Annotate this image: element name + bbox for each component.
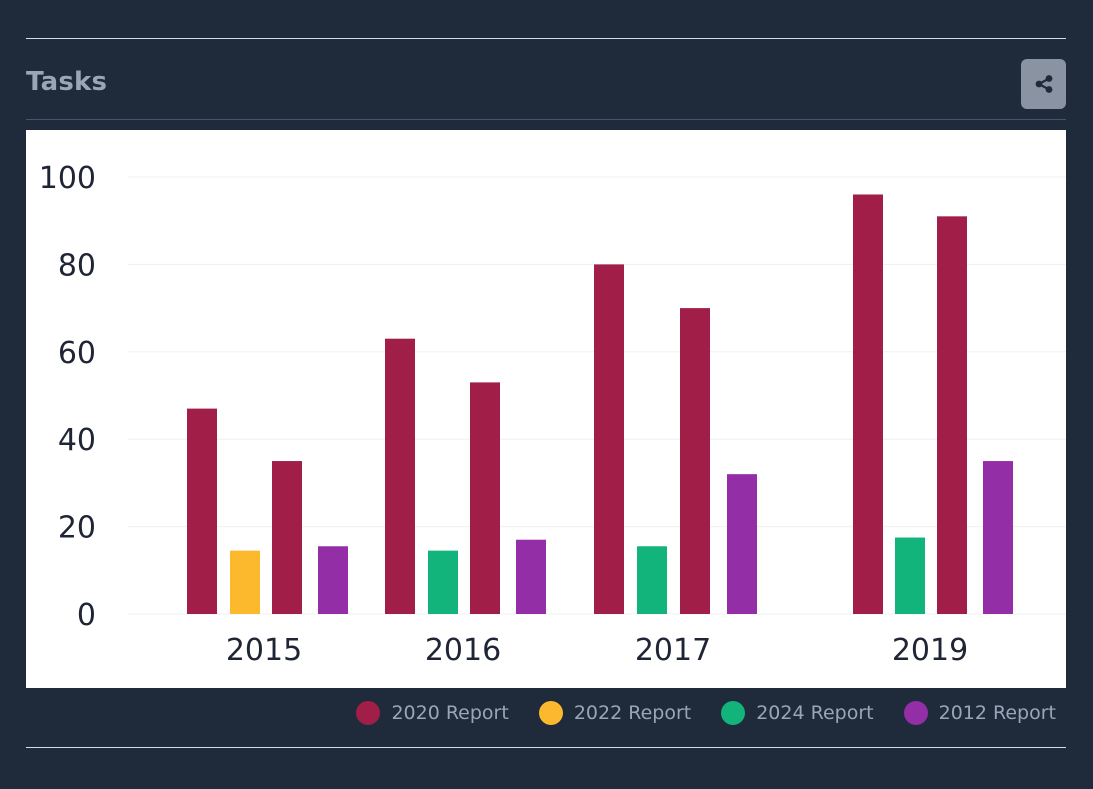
bottom-divider	[26, 747, 1066, 748]
chart-legend: 2020 Report 2022 Report 2024 Report 2012 Re…	[26, 700, 1056, 726]
top-divider	[26, 38, 1066, 39]
legend-swatch	[356, 701, 381, 725]
legend-item-2012-report[interactable]: 2012 Report	[903, 701, 1056, 725]
y-tick-label: 20	[58, 511, 96, 546]
y-tick-label: 0	[77, 598, 96, 633]
card-title: Tasks	[26, 67, 108, 97]
legend-item-2020-report[interactable]: 2020 Report	[356, 701, 509, 725]
bar-2016-2020-report[interactable]	[470, 382, 500, 614]
card-header: Tasks	[26, 39, 1066, 120]
legend-item-2022-report[interactable]: 2022 Report	[538, 701, 692, 725]
bar-2019-2024-report[interactable]	[895, 537, 925, 614]
chart-card: Tasks 0 20 40 60 80 100 2015 2016 2017 2019 2020 …	[26, 38, 1066, 748]
y-tick-label: 60	[58, 336, 96, 371]
legend-swatch	[903, 701, 928, 725]
y-tick-label: 100	[39, 161, 96, 196]
y-tick-label: 80	[58, 248, 96, 283]
bar-2016-2012-report[interactable]	[516, 539, 546, 614]
bar-2019-2020-report[interactable]	[937, 216, 967, 614]
bar-2017-2012-report[interactable]	[727, 474, 757, 614]
x-tick-label: 2015	[226, 633, 302, 668]
bar-2017-2020-report[interactable]	[594, 264, 624, 614]
legend-label: 2022 Report	[573, 702, 692, 724]
x-tick-label: 2016	[425, 633, 501, 668]
bar-2015-2020-report[interactable]	[187, 408, 217, 614]
bar-2016-2020-report[interactable]	[385, 338, 415, 614]
x-tick-label: 2017	[635, 633, 711, 668]
legend-item-2024-report[interactable]: 2024 Report	[721, 701, 874, 725]
bar-2017-2020-report[interactable]	[680, 308, 710, 614]
bar-2019-2020-report[interactable]	[853, 194, 883, 614]
bar-2015-2020-report[interactable]	[272, 461, 302, 614]
legend-swatch	[721, 701, 746, 725]
bar-2019-2012-report[interactable]	[983, 461, 1013, 614]
bar-2016-2024-report[interactable]	[428, 550, 458, 614]
x-tick-label: 2019	[892, 633, 968, 668]
legend-label: 2012 Report	[938, 702, 1056, 724]
bar-chart: 0 20 40 60 80 100 2015 2016 2017 2019	[39, 161, 1066, 668]
bar-2015-2012-report[interactable]	[318, 546, 348, 614]
legend-label: 2020 Report	[391, 702, 509, 724]
share-button[interactable]	[1021, 59, 1066, 109]
bar-2017-2024-report[interactable]	[637, 546, 667, 614]
legend-swatch	[538, 701, 563, 725]
bar-2015-2022-report[interactable]	[230, 550, 260, 614]
chart-area: 0 20 40 60 80 100 2015 2016 2017 2019	[26, 130, 1066, 688]
y-tick-label: 40	[58, 423, 96, 458]
legend-label: 2024 Report	[756, 702, 874, 724]
share-icon	[1035, 75, 1052, 93]
